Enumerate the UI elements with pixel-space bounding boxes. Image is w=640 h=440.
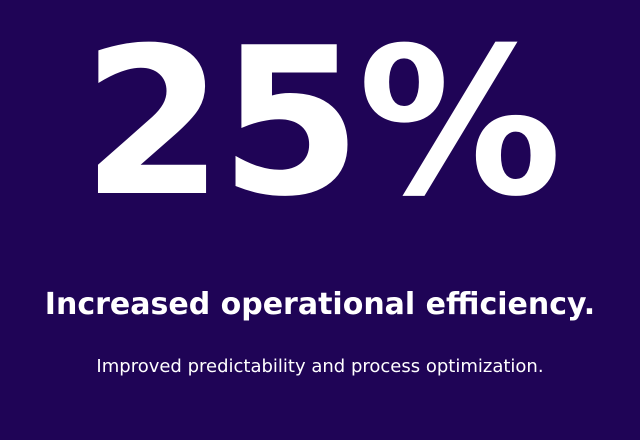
stat-value: 25%	[81, 5, 562, 242]
stat-headline: Increased operational efficiency.	[44, 287, 596, 322]
stat-description: Improved predictability and process opti…	[96, 356, 544, 377]
